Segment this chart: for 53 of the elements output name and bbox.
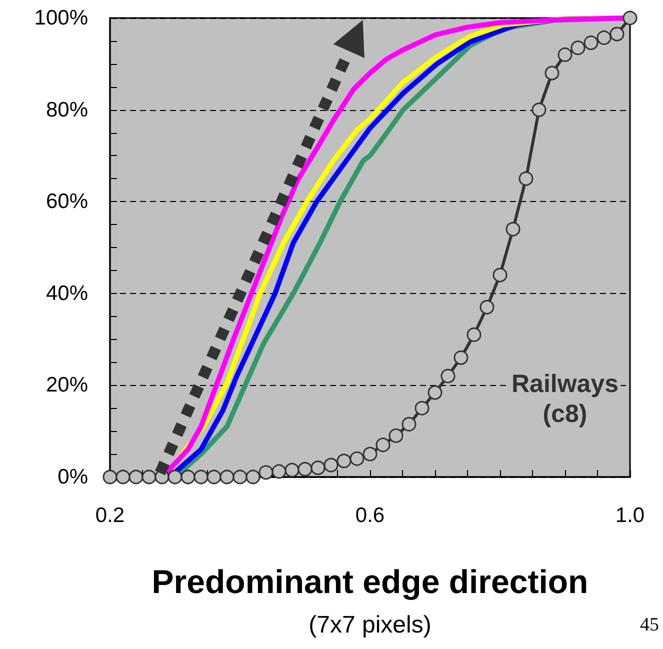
- point: [584, 36, 598, 50]
- y-tick-label: 60%: [46, 190, 88, 214]
- y-tick-label: 0%: [58, 466, 88, 488]
- point: [168, 470, 182, 484]
- point: [622, 10, 638, 26]
- text: (7x7 pixels): [308, 612, 432, 638]
- point: [336, 454, 352, 468]
- point: [414, 400, 430, 416]
- point: [518, 171, 534, 186]
- point: [350, 451, 364, 466]
- text: 45: [640, 614, 659, 636]
- point: [362, 446, 378, 462]
- point: [128, 470, 144, 484]
- y-tick-label: 40%: [46, 282, 88, 305]
- point: [454, 350, 468, 365]
- x-tick-label: 1.0: [615, 504, 645, 527]
- point: [284, 462, 300, 478]
- point: [570, 40, 586, 56]
- point: [206, 470, 222, 484]
- point: [194, 470, 208, 484]
- point: [480, 300, 494, 314]
- y-tick-label: 20%: [46, 374, 88, 397]
- point: [610, 26, 624, 42]
- point: [258, 465, 274, 480]
- point: [492, 268, 508, 282]
- point: [428, 385, 442, 400]
- point: [402, 416, 416, 432]
- point: [532, 102, 546, 118]
- point: [466, 327, 482, 342]
- point: [116, 470, 130, 484]
- point: [310, 460, 326, 476]
- point: [596, 30, 612, 45]
- point: [246, 470, 260, 484]
- point: [298, 462, 312, 476]
- point: [376, 438, 390, 452]
- point: [272, 464, 286, 479]
- x-axis-title: Predominant edge direction: [152, 563, 588, 600]
- point: [232, 470, 248, 484]
- point: [180, 470, 196, 484]
- point: [142, 470, 156, 484]
- point: [388, 428, 404, 443]
- point: [440, 368, 456, 384]
- x-tick-label: 0.6: [355, 504, 385, 527]
- y-tick-label: 80%: [46, 98, 88, 122]
- y-tick-label: 100%: [34, 6, 88, 30]
- point: [220, 470, 234, 484]
- point: [558, 47, 572, 62]
- point: [102, 470, 118, 484]
- x-tick-label: 0.2: [95, 504, 125, 527]
- point: [324, 458, 338, 472]
- point: [544, 66, 560, 80]
- point: [506, 222, 520, 236]
- series-label: Railways (c8): [511, 370, 619, 428]
